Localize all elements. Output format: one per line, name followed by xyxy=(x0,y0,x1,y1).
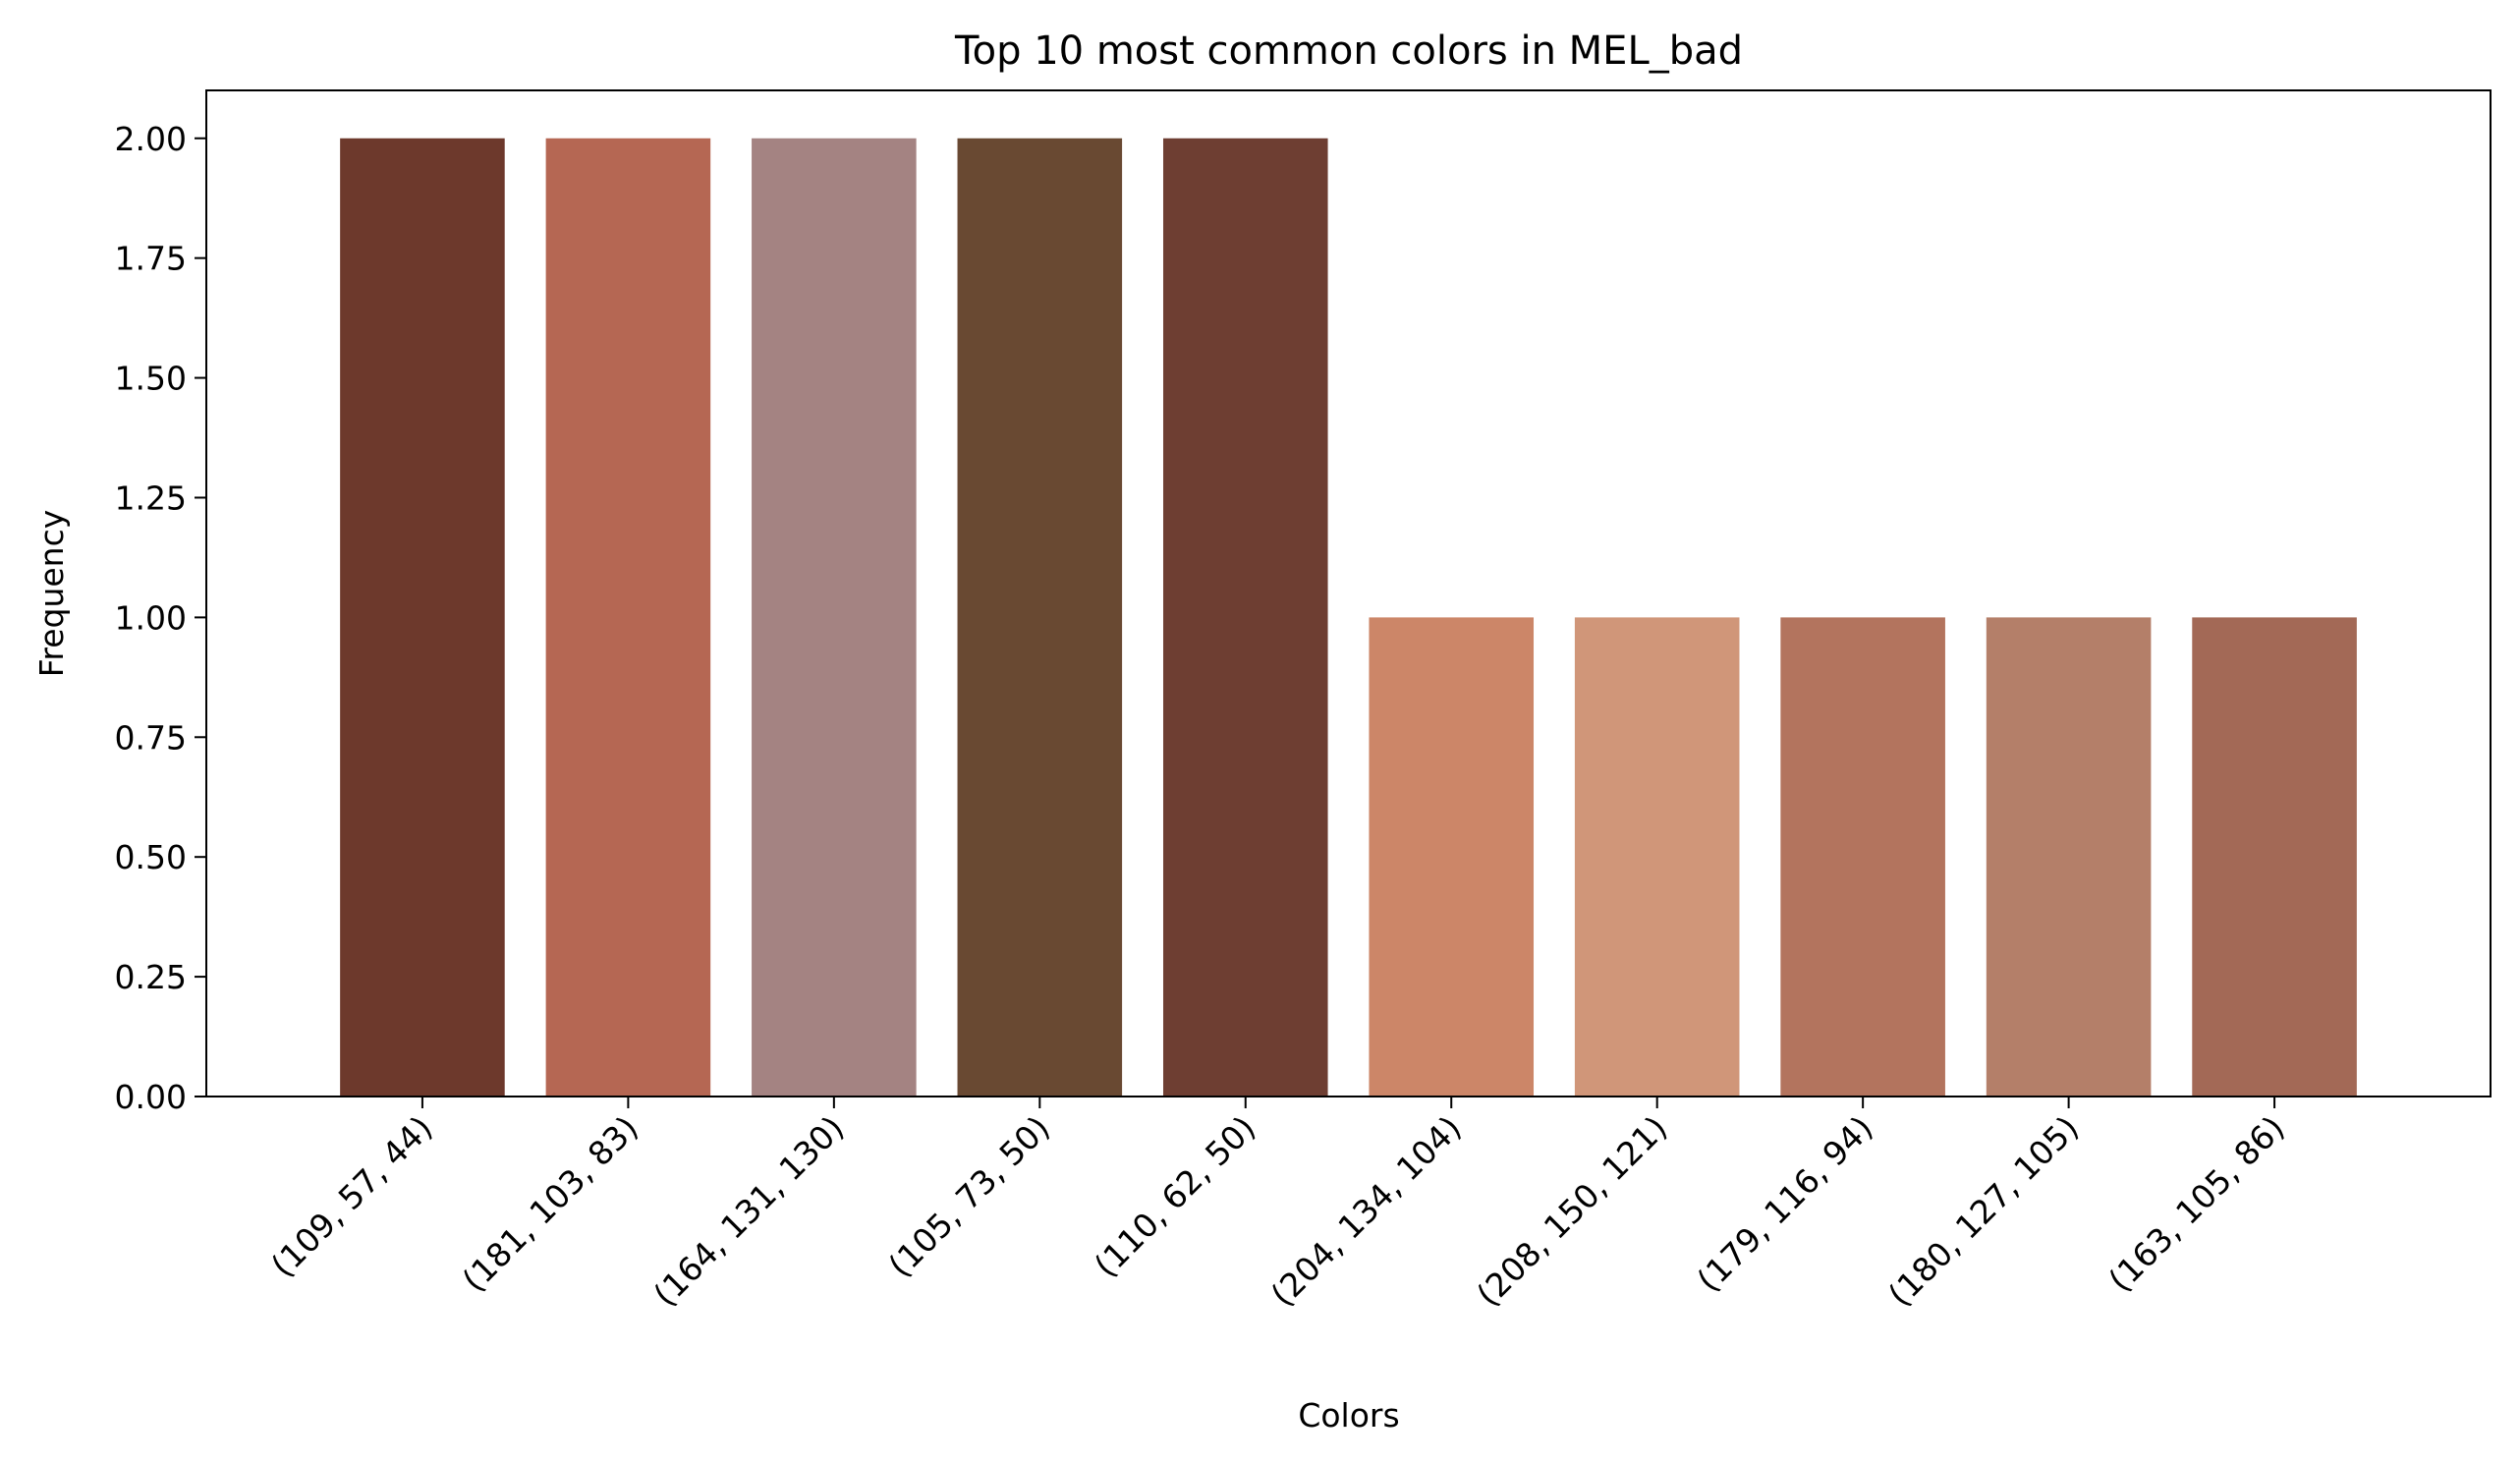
y-tick-label: 0.00 xyxy=(115,1078,187,1116)
bar-9 xyxy=(1986,617,2152,1097)
bars-group xyxy=(340,138,2357,1097)
x-tick-label: (204, 134, 104) xyxy=(1263,1108,1469,1314)
plot-frame xyxy=(205,89,2492,1097)
x-tick-label: (163, 105, 86) xyxy=(2100,1108,2291,1299)
y-tick-label: 1.25 xyxy=(115,478,187,517)
bar-10 xyxy=(2192,617,2357,1097)
y-axis-label: Frequency xyxy=(32,510,71,677)
y-tick-label: 2.00 xyxy=(115,120,187,158)
y-tick-label: 1.50 xyxy=(115,360,187,398)
bar-2 xyxy=(545,138,711,1097)
y-tick-label: 0.75 xyxy=(115,718,187,757)
x-tick-label: (179, 116, 94) xyxy=(1690,1108,1880,1299)
bar-6 xyxy=(1369,617,1535,1097)
x-tick-label: (105, 73, 50) xyxy=(881,1108,1057,1284)
x-tick-label: (110, 62, 50) xyxy=(1087,1108,1262,1284)
y-tick-label: 1.00 xyxy=(115,598,187,637)
y-tick-label: 1.75 xyxy=(115,240,187,278)
x-axis-label: Colors xyxy=(1298,1396,1399,1435)
x-axis: (109, 57, 44) (181, 103, 83) (164, 131, 13… xyxy=(263,1097,2292,1314)
x-tick-label: (164, 131, 130) xyxy=(645,1108,851,1314)
x-tick-label: (109, 57, 44) xyxy=(263,1108,439,1284)
y-tick-label: 0.50 xyxy=(115,838,187,876)
x-tick-label: (208, 150, 121) xyxy=(1469,1108,1674,1314)
bar-8 xyxy=(1780,617,1945,1097)
y-tick-label: 0.25 xyxy=(115,958,187,996)
chart-title: Top 10 most common colors in MEL_bad xyxy=(954,28,1743,74)
bar-4 xyxy=(957,138,1123,1097)
bar-7 xyxy=(1574,617,1740,1097)
x-tick-label: (181, 103, 83) xyxy=(455,1108,645,1299)
bar-1 xyxy=(340,138,505,1097)
bar-5 xyxy=(1162,138,1328,1097)
x-tick-label: (180, 127, 105) xyxy=(1880,1108,2086,1314)
bar-3 xyxy=(752,138,917,1097)
y-axis: 0.00 0.25 0.50 0.75 1.00 1.25 1.50 1.75 2.00 xyxy=(115,120,206,1116)
